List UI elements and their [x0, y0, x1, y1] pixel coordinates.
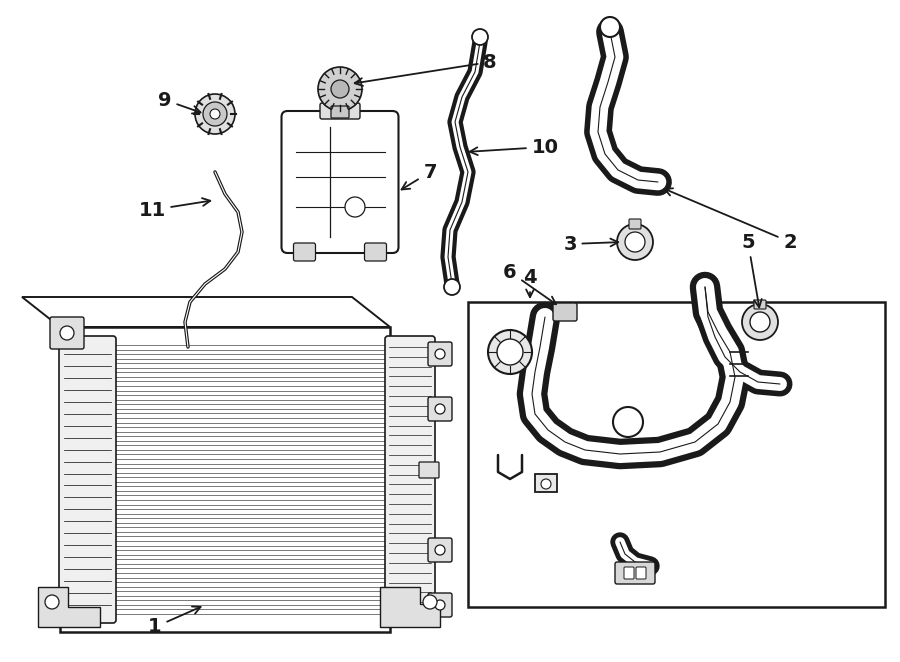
Text: 8: 8: [355, 52, 497, 86]
Circle shape: [435, 545, 445, 555]
Circle shape: [617, 224, 653, 260]
FancyBboxPatch shape: [364, 243, 386, 261]
FancyBboxPatch shape: [419, 462, 439, 478]
Text: 10: 10: [470, 138, 559, 156]
Circle shape: [625, 232, 645, 252]
Text: 7: 7: [401, 162, 436, 189]
Circle shape: [435, 349, 445, 359]
FancyBboxPatch shape: [428, 593, 452, 617]
Text: 2: 2: [664, 188, 796, 252]
FancyBboxPatch shape: [282, 111, 399, 253]
FancyBboxPatch shape: [428, 397, 452, 421]
FancyBboxPatch shape: [636, 567, 646, 579]
Circle shape: [210, 109, 220, 119]
Circle shape: [750, 312, 770, 332]
FancyBboxPatch shape: [331, 106, 349, 118]
Text: 3: 3: [563, 234, 618, 254]
Polygon shape: [380, 587, 440, 627]
Polygon shape: [38, 587, 100, 627]
FancyBboxPatch shape: [553, 303, 577, 321]
Circle shape: [444, 279, 460, 295]
FancyBboxPatch shape: [754, 300, 766, 309]
Polygon shape: [22, 297, 390, 327]
Circle shape: [742, 304, 778, 340]
FancyBboxPatch shape: [624, 567, 634, 579]
Circle shape: [423, 595, 437, 609]
Text: 9: 9: [158, 91, 201, 113]
Circle shape: [195, 94, 235, 134]
Circle shape: [45, 595, 59, 609]
FancyBboxPatch shape: [615, 562, 655, 584]
Bar: [468, 302, 885, 607]
FancyBboxPatch shape: [59, 336, 116, 623]
Circle shape: [435, 600, 445, 610]
Circle shape: [60, 326, 74, 340]
FancyBboxPatch shape: [428, 538, 452, 562]
Text: 5: 5: [742, 232, 761, 307]
Text: 11: 11: [139, 198, 211, 220]
Text: 1: 1: [148, 606, 201, 636]
FancyBboxPatch shape: [629, 219, 641, 229]
Text: 6: 6: [503, 263, 556, 305]
Circle shape: [541, 479, 551, 489]
FancyBboxPatch shape: [428, 342, 452, 366]
Circle shape: [435, 404, 445, 414]
Circle shape: [497, 339, 523, 365]
Circle shape: [318, 67, 362, 111]
Polygon shape: [60, 327, 390, 632]
Circle shape: [331, 80, 349, 98]
Circle shape: [203, 102, 227, 126]
FancyBboxPatch shape: [320, 103, 360, 119]
Circle shape: [472, 29, 488, 45]
FancyBboxPatch shape: [50, 317, 84, 349]
Circle shape: [488, 330, 532, 374]
Bar: [535, 474, 557, 492]
Circle shape: [600, 17, 620, 37]
Circle shape: [345, 197, 365, 217]
Text: 4: 4: [523, 267, 536, 297]
FancyBboxPatch shape: [293, 243, 316, 261]
FancyBboxPatch shape: [385, 336, 435, 623]
